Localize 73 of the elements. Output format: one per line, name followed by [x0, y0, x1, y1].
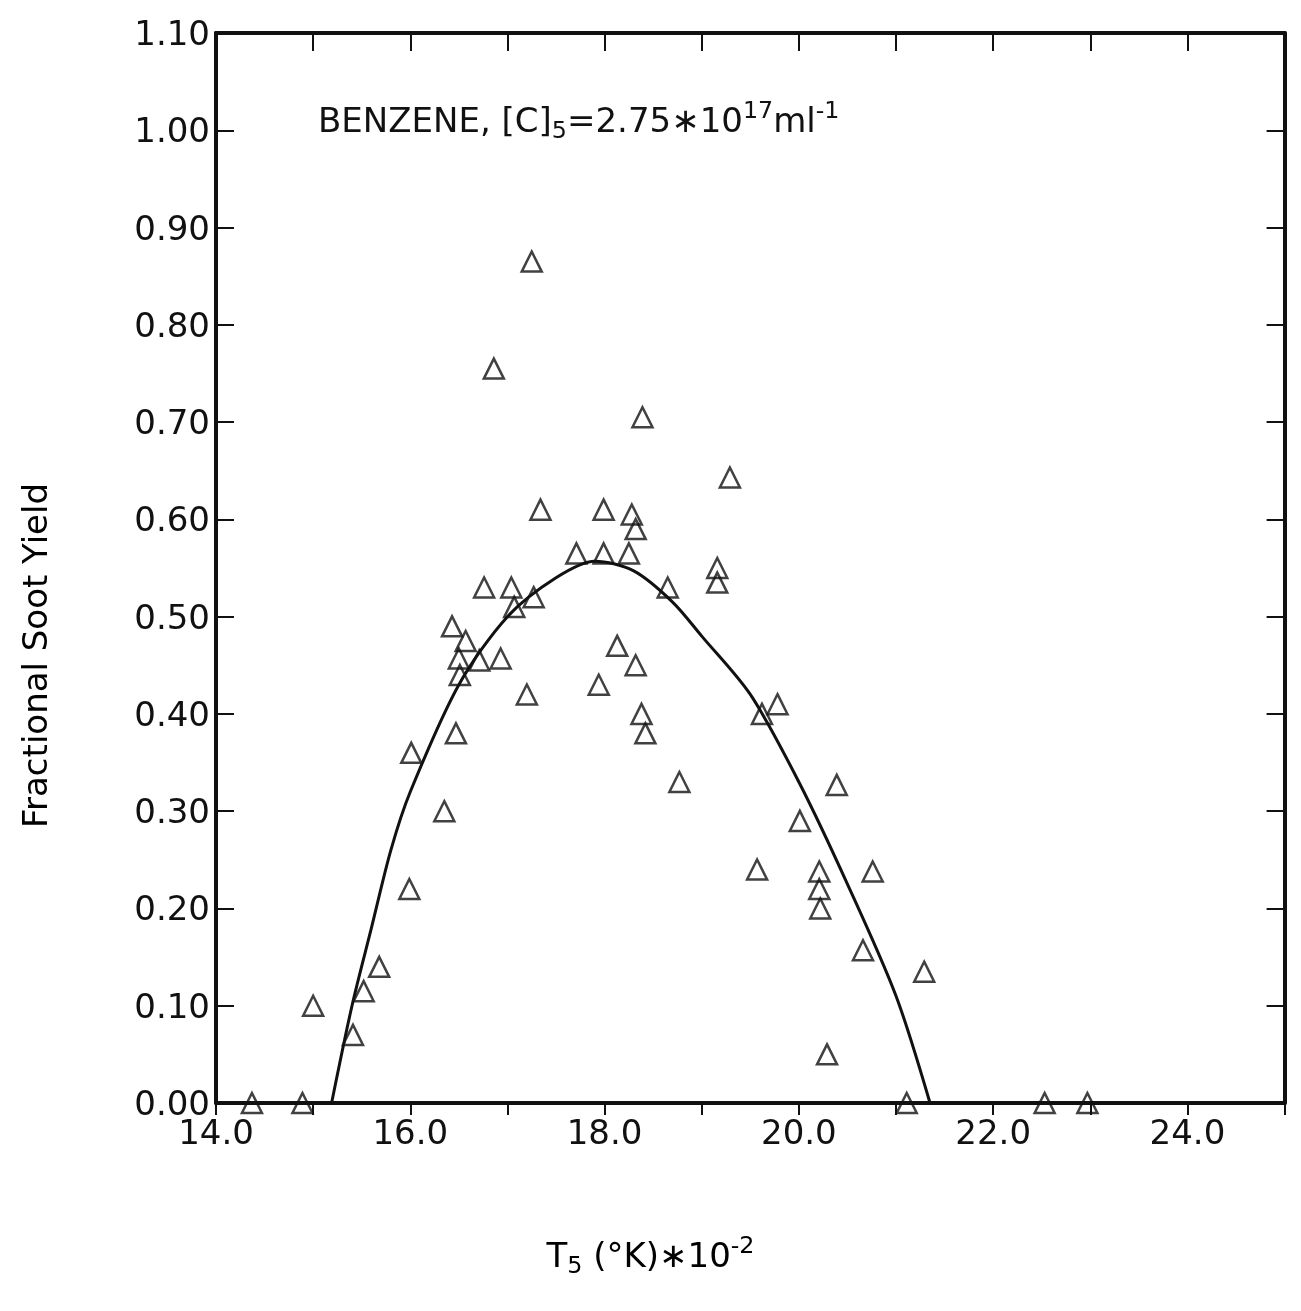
- point: [815, 1043, 839, 1066]
- point: [489, 647, 512, 670]
- point: [367, 955, 391, 979]
- point: [895, 1091, 918, 1115]
- point: [472, 576, 496, 599]
- point: [706, 556, 729, 580]
- point: [861, 860, 884, 883]
- y-tick-label: 0.10: [134, 985, 210, 1026]
- point: [766, 692, 789, 716]
- point: [912, 960, 936, 983]
- point: [444, 722, 468, 745]
- point: [624, 517, 647, 541]
- point: [718, 466, 742, 489]
- y-tick-label: 0.90: [134, 207, 210, 248]
- point: [668, 770, 691, 794]
- point: [565, 542, 588, 565]
- point: [630, 702, 653, 726]
- point: [620, 503, 644, 526]
- point: [788, 809, 812, 833]
- point: [1076, 1091, 1099, 1115]
- point: [352, 979, 375, 1003]
- point: [851, 939, 875, 962]
- point: [808, 877, 831, 901]
- point: [1033, 1091, 1056, 1115]
- y-tick-label: 0.30: [134, 791, 210, 832]
- x-tick-label: 16.0: [372, 1112, 449, 1152]
- point: [605, 634, 629, 658]
- point: [592, 542, 615, 565]
- point: [500, 576, 523, 599]
- x-tick-label: 20.0: [761, 1112, 837, 1152]
- x-tick-label: 22.0: [955, 1112, 1032, 1152]
- point: [448, 663, 472, 687]
- point: [656, 576, 679, 599]
- point: [587, 673, 610, 696]
- y-tick-label: 0.40: [134, 693, 210, 734]
- point: [706, 571, 729, 594]
- y-tick-label: 0.60: [134, 499, 210, 540]
- point: [520, 250, 543, 273]
- point: [808, 860, 831, 883]
- x-tick-label: 24.0: [1149, 1112, 1226, 1152]
- point: [398, 877, 421, 901]
- point: [240, 1091, 264, 1115]
- point: [825, 773, 849, 797]
- point: [468, 649, 491, 672]
- y-tick-label: 0.20: [134, 888, 210, 929]
- x-tick-label: 18.0: [566, 1112, 643, 1152]
- point: [433, 799, 456, 823]
- point: [631, 405, 654, 429]
- point: [301, 994, 325, 1017]
- y-tick-label: 1.00: [134, 110, 210, 151]
- point: [750, 702, 774, 726]
- point: [440, 615, 464, 638]
- point: [454, 629, 477, 653]
- point: [341, 1023, 365, 1047]
- y-tick-label: 0.80: [134, 304, 210, 345]
- y-tick-label: 0.70: [134, 402, 210, 443]
- point: [482, 357, 506, 380]
- point: [529, 498, 552, 521]
- y-tick-label: 0.50: [134, 596, 210, 637]
- point: [291, 1091, 314, 1115]
- point: [447, 647, 471, 670]
- point: [515, 683, 539, 706]
- point: [592, 498, 615, 521]
- point: [400, 741, 423, 765]
- point: [617, 542, 641, 565]
- point: [522, 585, 545, 609]
- point: [745, 858, 769, 881]
- y-tick-label: 1.10: [134, 13, 210, 53]
- point: [634, 722, 657, 745]
- point: [502, 595, 526, 619]
- point: [624, 654, 647, 677]
- y-axis-title: Fractional Soot Yield: [15, 482, 55, 829]
- point: [808, 897, 832, 920]
